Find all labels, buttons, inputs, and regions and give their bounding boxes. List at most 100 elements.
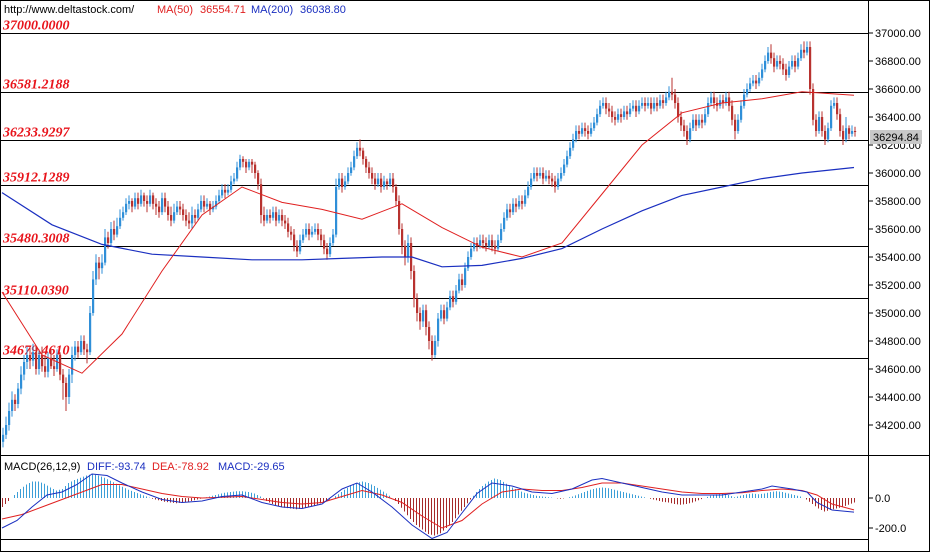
candle-body xyxy=(182,209,185,215)
candle-body xyxy=(698,119,701,126)
candle-body xyxy=(353,156,356,168)
candle-body xyxy=(797,58,800,67)
macd-tick-label: -200.0 xyxy=(875,523,906,535)
candle-body xyxy=(98,262,101,269)
candle-body xyxy=(791,61,794,67)
candle-body xyxy=(530,178,533,187)
candle-body xyxy=(350,167,353,173)
candle-body xyxy=(83,341,86,350)
candle-body xyxy=(584,128,587,131)
candle-body xyxy=(221,189,224,196)
candle-body xyxy=(218,195,221,201)
candle-body xyxy=(374,178,377,185)
candle-body xyxy=(635,105,638,112)
candle-body xyxy=(173,212,176,221)
candle-body xyxy=(35,352,38,369)
candle-body xyxy=(710,97,713,103)
level-label: 37000.0000 xyxy=(2,19,70,34)
candle-body xyxy=(275,212,278,221)
candle-body xyxy=(632,105,635,109)
candle-body xyxy=(2,434,5,442)
candle-body xyxy=(188,220,191,224)
candle-body xyxy=(146,201,149,204)
candle-body xyxy=(761,69,764,78)
candle-body xyxy=(503,217,506,229)
moving-averages xyxy=(1,91,855,374)
candle-body xyxy=(254,164,257,173)
candle-body xyxy=(833,103,836,106)
candle-body xyxy=(704,114,707,123)
candle-body xyxy=(236,167,239,179)
candle-body xyxy=(260,184,263,215)
candle-body xyxy=(227,189,230,193)
candle-body xyxy=(137,198,140,204)
candle-body xyxy=(41,355,44,367)
candle-body xyxy=(323,240,326,249)
candle-body xyxy=(389,178,392,185)
ma50-label: MA(50) xyxy=(157,4,193,16)
level-label: 35110.0390 xyxy=(2,284,69,299)
candle-body xyxy=(539,173,542,176)
candle-body xyxy=(692,119,695,129)
candle-body xyxy=(800,49,803,59)
candle-body xyxy=(770,52,773,59)
candle-body xyxy=(152,195,155,204)
candle-body xyxy=(65,383,68,397)
macd-diff-label: DIFF:-93.74 xyxy=(87,461,146,473)
candle-body xyxy=(518,201,521,207)
candle-body xyxy=(86,349,89,353)
candle-body xyxy=(611,111,614,117)
level-label: 36581.2188 xyxy=(2,78,70,93)
candle-body xyxy=(419,313,422,322)
candle-body xyxy=(845,128,848,140)
candle-body xyxy=(542,173,545,179)
candle-body xyxy=(143,195,146,201)
candle-body xyxy=(626,111,629,115)
candle-body xyxy=(335,187,338,235)
candle-body xyxy=(677,103,680,117)
candle-body xyxy=(242,159,245,162)
candle-body xyxy=(68,374,71,397)
candle-body xyxy=(443,310,446,319)
candle-body xyxy=(332,234,335,243)
candle-body xyxy=(836,103,839,115)
candle-body xyxy=(164,198,167,207)
macd-dea-line xyxy=(1,482,855,529)
candle-body xyxy=(413,271,416,299)
candle-body xyxy=(251,161,254,165)
candle-body xyxy=(521,201,524,204)
candle-body xyxy=(8,411,11,425)
candle-body xyxy=(272,212,275,218)
candle-body xyxy=(134,198,137,207)
candle-body xyxy=(668,91,671,98)
level-label: 35480.3008 xyxy=(2,232,70,247)
candle-body xyxy=(524,195,527,204)
price-tick-label: 36000.00 xyxy=(875,168,921,180)
candle-body xyxy=(485,243,488,246)
candle-body xyxy=(368,167,371,173)
macd-tick-label: 0.0 xyxy=(875,493,890,505)
candle-body xyxy=(437,318,440,341)
candle-body xyxy=(767,52,770,61)
candle-body xyxy=(506,209,509,218)
candle-body xyxy=(287,223,290,232)
candle-body xyxy=(788,66,791,75)
candle-body xyxy=(647,103,650,106)
candle-body xyxy=(548,175,551,179)
candle-body xyxy=(74,346,77,355)
candle-body xyxy=(575,131,578,140)
price-tick-label: 35400.00 xyxy=(875,252,921,264)
candle-body xyxy=(176,206,179,213)
candle-body xyxy=(734,119,737,131)
price-tick-label: 35800.00 xyxy=(875,196,921,208)
candle-body xyxy=(587,131,590,134)
candle-body xyxy=(293,234,296,246)
candle-body xyxy=(245,161,248,168)
candle-body xyxy=(191,215,194,224)
macd-dea-label: DEA:-78.92 xyxy=(152,461,209,473)
candle-body xyxy=(428,327,431,341)
candle-body xyxy=(854,131,857,132)
candle-body xyxy=(659,100,662,106)
candle-body xyxy=(380,178,383,187)
candle-body xyxy=(728,97,731,106)
